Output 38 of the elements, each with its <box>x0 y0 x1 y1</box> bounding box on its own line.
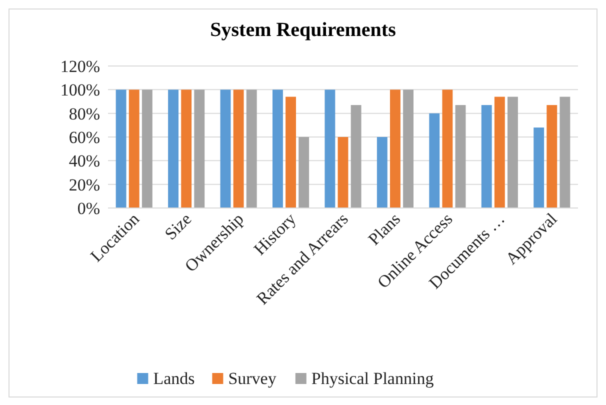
bar <box>442 90 453 208</box>
bar <box>233 90 244 208</box>
bar <box>324 90 336 208</box>
y-tick-label: 0% <box>77 198 100 218</box>
legend-label: Survey <box>228 369 277 388</box>
bar <box>194 90 205 208</box>
bar <box>376 137 388 208</box>
bar <box>168 90 178 208</box>
legend-label: Lands <box>153 369 195 388</box>
bar <box>286 96 296 208</box>
bar <box>494 96 505 208</box>
bar <box>390 90 400 208</box>
bar <box>534 128 544 208</box>
bar <box>298 137 310 208</box>
bar <box>429 113 440 208</box>
bar <box>246 90 257 208</box>
bar <box>220 90 231 208</box>
y-tick-label: 20% <box>68 175 100 194</box>
bar <box>481 105 492 208</box>
y-tick-label: 100% <box>60 80 100 100</box>
bar <box>455 105 466 208</box>
y-tick-label: 60% <box>68 128 100 147</box>
bar <box>142 90 152 208</box>
bar <box>546 105 558 208</box>
legend-label: Physical Planning <box>311 369 434 388</box>
bar <box>128 90 140 208</box>
bar <box>560 96 570 208</box>
bar <box>181 90 192 208</box>
bar <box>116 90 126 208</box>
bar <box>508 96 518 208</box>
y-tick-label: 40% <box>68 152 100 171</box>
chart-title: System Requirements <box>210 19 396 41</box>
bar <box>403 90 414 208</box>
bar <box>338 137 348 208</box>
bar <box>350 105 362 208</box>
bar <box>272 90 283 208</box>
y-tick-label: 80% <box>68 104 100 124</box>
y-tick-label: 120% <box>60 56 100 76</box>
